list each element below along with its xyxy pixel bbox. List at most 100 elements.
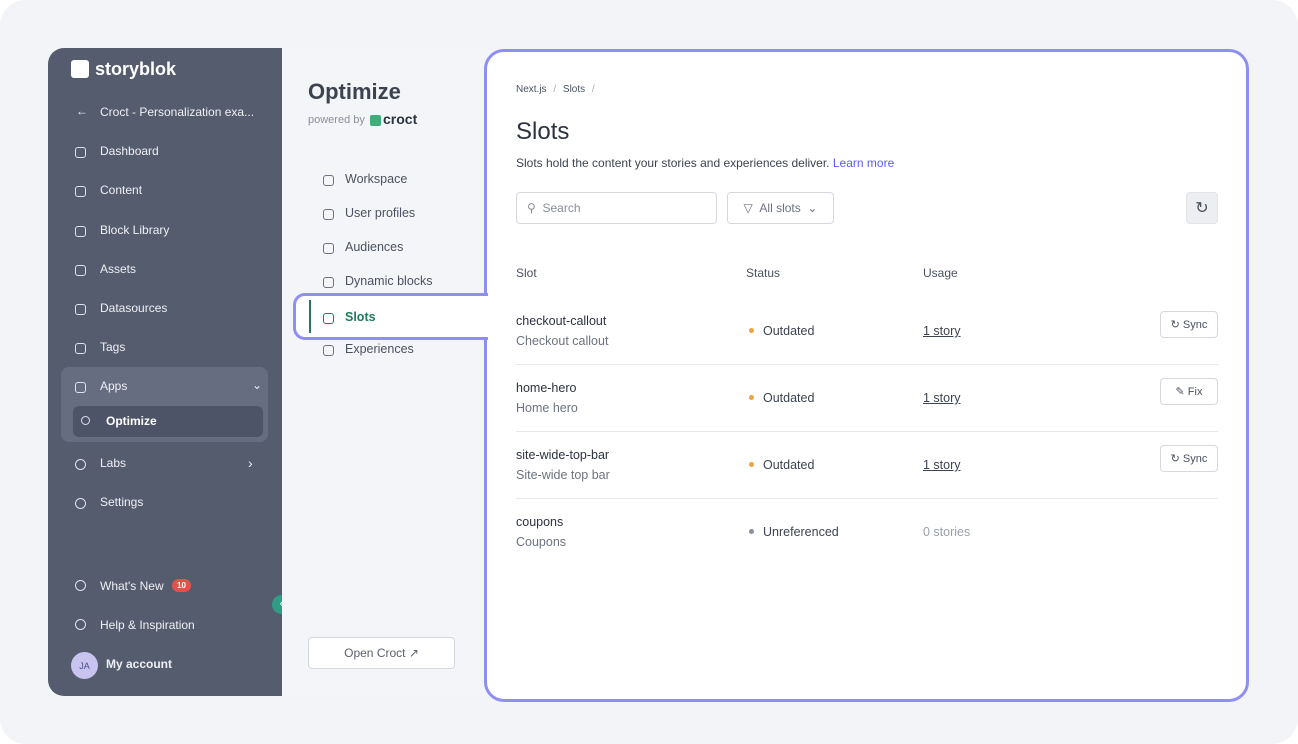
column-header: Usage	[923, 266, 958, 280]
status-dot	[749, 462, 754, 467]
description-text: Slots hold the content your stories and …	[516, 156, 830, 170]
optimize-active[interactable]	[73, 406, 263, 437]
action-button[interactable]: ↻ Sync	[1160, 445, 1218, 472]
badge: 10	[172, 579, 191, 592]
brand-logo	[71, 60, 89, 78]
nav-item[interactable]: Experiences	[345, 342, 414, 356]
slot-id[interactable]: home-hero	[516, 381, 577, 395]
slot-id[interactable]: site-wide-top-bar	[516, 448, 610, 462]
slot-id[interactable]: coupons	[516, 515, 564, 529]
space-name[interactable]: Croct - Personalization exa...	[100, 105, 255, 119]
croct-logo	[370, 115, 381, 126]
status: Unreferenced	[763, 525, 839, 539]
crumb[interactable]: Next.js	[516, 84, 547, 95]
sidebar-item[interactable]: Dashboard	[100, 144, 159, 158]
status: Outdated	[763, 391, 815, 405]
status: Outdated	[763, 458, 815, 472]
whats-new[interactable]: What's New	[100, 579, 164, 593]
crumb-sep: /	[553, 84, 557, 95]
usage[interactable]: 1 story	[923, 324, 961, 338]
powered-by: powered by	[308, 114, 365, 126]
usage[interactable]: 1 story	[923, 391, 961, 405]
nav-item[interactable]: User profiles	[345, 206, 416, 220]
sidebar: storyblok ← Croct - Personalization exa.…	[48, 48, 282, 696]
sidebar-item[interactable]: Settings	[100, 495, 144, 509]
sidebar-icon	[75, 265, 86, 276]
sub-item[interactable]: Optimize	[106, 414, 157, 428]
nav-item[interactable]: Workspace	[345, 172, 408, 186]
nav-item[interactable]: Dynamic blocks	[345, 274, 433, 288]
main-panel: Next.js / Slots / Slots Slots hold the c…	[484, 49, 1249, 702]
sidebar-icon	[81, 416, 90, 425]
brand: storyblok	[95, 59, 177, 79]
column-header: Slot	[516, 266, 537, 280]
sidebar-icon	[75, 498, 86, 509]
row-divider	[516, 498, 1218, 499]
help-icon	[75, 619, 86, 630]
usage: 0 stories	[923, 525, 971, 539]
slot-name: Home hero	[516, 401, 578, 415]
sidebar-icon	[75, 226, 86, 237]
sidebar-item[interactable]: Labs	[100, 456, 127, 470]
description: Slots hold the content your stories and …	[516, 156, 894, 170]
action-button[interactable]: ✎ Fix	[1160, 378, 1218, 405]
sidebar-item[interactable]: Apps	[100, 379, 128, 393]
help[interactable]: Help & Inspiration	[100, 618, 195, 632]
learn-more[interactable]: Learn more	[832, 156, 895, 170]
sidebar-item[interactable]: Content	[100, 183, 143, 197]
powered-brand: croct	[383, 111, 418, 127]
sidebar-item[interactable]: Tags	[100, 340, 126, 354]
nav-icon	[323, 209, 334, 220]
slot-id[interactable]: checkout-callout	[516, 314, 607, 328]
chevron-down: ⌄	[252, 378, 263, 392]
search[interactable]: ⚲ Search	[516, 192, 717, 224]
account[interactable]: My account	[106, 657, 173, 671]
search-placeholder: Search	[542, 201, 581, 215]
sidebar-item[interactable]: Datasources	[100, 301, 168, 315]
page-title: Slots	[516, 118, 570, 145]
slot-name: Coupons	[516, 535, 567, 549]
filter-label: All slots	[759, 201, 801, 215]
nav-item[interactable]: Slots	[345, 310, 376, 324]
nav-item[interactable]: Audiences	[345, 240, 404, 254]
column-header: Status	[746, 266, 781, 280]
sidebar-icon	[75, 382, 86, 393]
status-dot	[749, 328, 754, 333]
whats-new-icon	[75, 580, 86, 591]
nav-icon	[323, 175, 334, 186]
avatar: JA	[71, 652, 98, 679]
sidebar-icon	[75, 343, 86, 354]
sidebar-icon	[75, 147, 86, 158]
sidebar-icon	[75, 186, 86, 197]
action-label: Sync	[1182, 452, 1208, 465]
action-label: Sync	[1182, 318, 1208, 331]
filter[interactable]: ▽ All slots ⌄	[727, 192, 834, 224]
sidebar-item[interactable]: Assets	[100, 262, 137, 276]
nav-icon	[323, 277, 334, 288]
refresh[interactable]: ↻	[1186, 192, 1218, 224]
open-label: Open Croct	[344, 646, 406, 660]
crumb-sep: /	[591, 84, 595, 95]
sidebar-item[interactable]: Block Library	[100, 223, 170, 237]
status-dot	[749, 395, 754, 400]
action-label: Fix	[1187, 385, 1203, 398]
app-panel: Optimize powered by croct Open Croct ↗ W…	[282, 48, 492, 696]
open-button[interactable]: Open Croct ↗	[308, 637, 455, 669]
slot-name: Site-wide top bar	[516, 468, 610, 482]
row-divider	[516, 431, 1218, 432]
status: Outdated	[763, 324, 815, 338]
chevron-right: ›	[248, 455, 253, 471]
nav-icon	[323, 345, 334, 356]
row-divider	[516, 364, 1218, 365]
usage[interactable]: 1 story	[923, 458, 961, 472]
slot-name: Checkout callout	[516, 334, 609, 348]
back-arrow: ←	[76, 104, 88, 118]
crumb[interactable]: Slots	[562, 84, 586, 95]
app-title: Optimize	[308, 79, 401, 104]
action-button[interactable]: ↻ Sync	[1160, 311, 1218, 338]
active-bar	[309, 300, 311, 333]
breadcrumb: Next.js / Slots /	[516, 84, 599, 95]
sidebar-icon	[75, 459, 86, 470]
nav-icon	[323, 313, 334, 324]
